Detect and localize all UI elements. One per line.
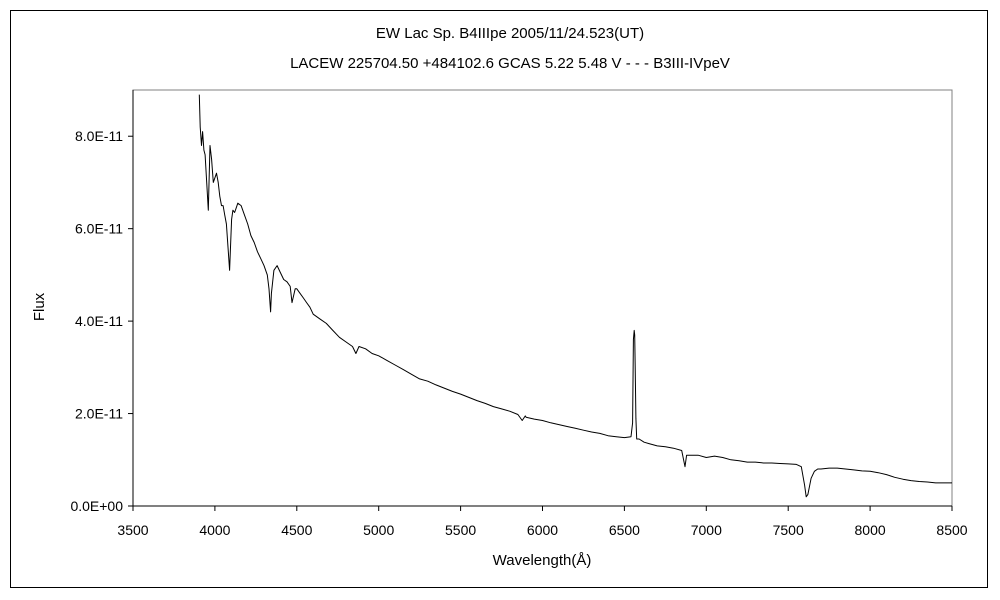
x-tick-label: 5000 <box>363 522 394 538</box>
x-tick-label: 4500 <box>281 522 312 538</box>
chart-title: EW Lac Sp. B4IIIpe 2005/11/24.523(UT) <box>376 25 644 42</box>
x-tick-label: 8500 <box>936 522 967 538</box>
y-tick-label: 6.0E-11 <box>75 221 123 237</box>
chart-subtitle: LACEW 225704.50 +484102.6 GCAS 5.22 5.48… <box>290 55 730 72</box>
y-tick-label: 8.0E-11 <box>75 128 123 144</box>
x-tick-label: 3500 <box>117 522 148 538</box>
x-tick-label: 8000 <box>855 522 886 538</box>
x-tick-label: 7500 <box>773 522 804 538</box>
series-group <box>198 94 952 498</box>
plot-area <box>132 89 953 507</box>
spectrum-line <box>198 94 952 498</box>
x-axis: 3500 4000 4500 5000 5500 6000 6500 7000 7500 8000… <box>117 505 968 538</box>
x-tick-label: 5500 <box>445 522 476 538</box>
y-tick-label: 4.0E-11 <box>75 313 123 329</box>
x-tick-label: 6000 <box>527 522 558 538</box>
y-axis-title: Flux <box>31 292 48 321</box>
chart-frame <box>10 10 988 588</box>
x-tick-label: 6500 <box>609 522 640 538</box>
x-axis-title: Wavelength(Å) <box>493 552 592 569</box>
x-tick-label: 7000 <box>691 522 722 538</box>
x-tick-label: 4000 <box>199 522 230 538</box>
y-axis: 0.0E+00 2.0E-11 4.0E-11 6.0E-11 8.0E-11 <box>70 90 134 514</box>
y-tick-label: 2.0E-11 <box>75 406 123 422</box>
y-tick-label: 0.0E+00 <box>70 498 123 514</box>
